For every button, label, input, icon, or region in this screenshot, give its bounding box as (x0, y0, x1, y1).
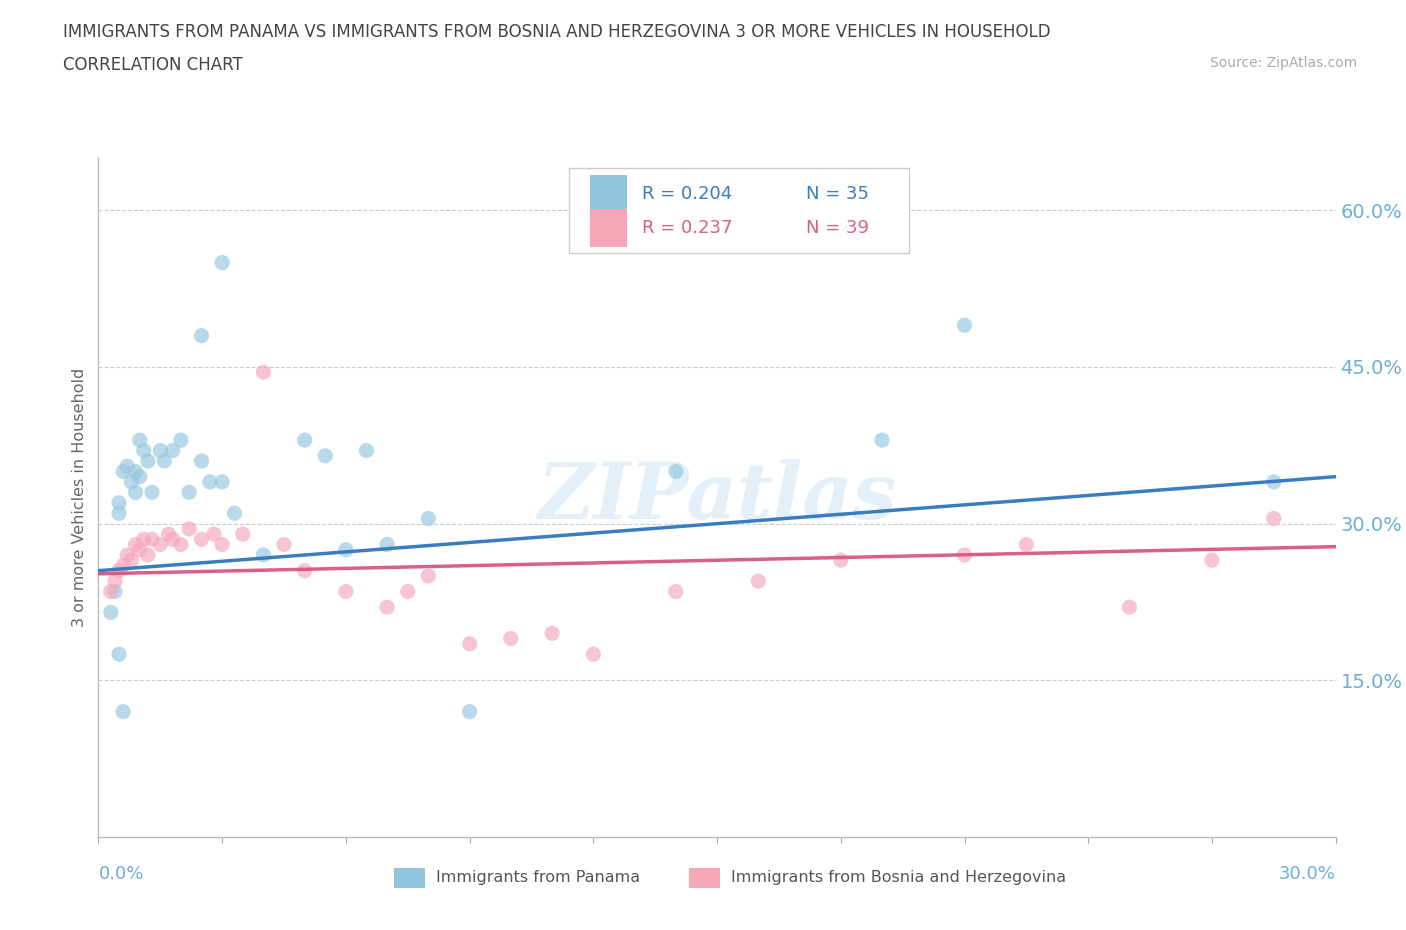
Point (149, 443, 172, 458)
Point (224, 506, 246, 521)
FancyBboxPatch shape (589, 209, 627, 246)
Point (418, 511, 440, 525)
Point (128, 542, 150, 557)
Point (252, 548, 274, 563)
Point (120, 552, 142, 567)
Point (356, 443, 378, 458)
Point (132, 532, 155, 547)
Point (211, 474, 233, 489)
Point (108, 646, 131, 661)
Y-axis label: 3 or more Vehicles in Household: 3 or more Vehicles in Household (72, 368, 87, 627)
Point (458, 636, 481, 651)
Text: ZIPatlas: ZIPatlas (537, 459, 897, 536)
Point (1263, 474, 1285, 489)
Point (1201, 552, 1223, 567)
Point (117, 458, 139, 473)
Text: IMMIGRANTS FROM PANAMA VS IMMIGRANTS FROM BOSNIA AND HERZEGOVINA 3 OR MORE VEHIC: IMMIGRANTS FROM PANAMA VS IMMIGRANTS FRO… (63, 23, 1050, 41)
Point (100, 605, 122, 620)
Point (128, 470, 150, 485)
Text: R = 0.204: R = 0.204 (641, 184, 733, 203)
Text: R = 0.237: R = 0.237 (641, 219, 733, 237)
Text: 0.0%: 0.0% (98, 865, 143, 883)
Text: N = 39: N = 39 (806, 219, 869, 237)
Point (273, 538, 295, 552)
Point (100, 584, 122, 599)
Point (232, 526, 254, 541)
Point (179, 485, 201, 499)
Text: Immigrants from Panama: Immigrants from Panama (436, 870, 640, 885)
Point (582, 646, 605, 661)
Point (252, 365, 274, 379)
Point (1263, 511, 1285, 525)
Point (294, 432, 316, 447)
Point (870, 432, 893, 447)
Point (162, 443, 184, 458)
Point (211, 538, 233, 552)
Point (124, 538, 146, 552)
FancyBboxPatch shape (589, 175, 627, 212)
Point (132, 443, 155, 458)
FancyBboxPatch shape (568, 168, 908, 253)
Point (953, 548, 976, 563)
Point (499, 631, 522, 646)
Point (136, 548, 159, 563)
Point (117, 548, 139, 563)
Point (190, 454, 212, 469)
Point (198, 474, 221, 489)
Point (141, 532, 163, 547)
Point (179, 522, 201, 537)
Point (202, 526, 225, 541)
Point (170, 538, 193, 552)
Point (335, 584, 357, 599)
Point (124, 464, 146, 479)
Point (149, 538, 172, 552)
Point (665, 584, 688, 599)
Point (104, 574, 127, 589)
Point (747, 574, 769, 589)
Point (157, 526, 180, 541)
Point (112, 704, 135, 719)
Point (1015, 538, 1038, 552)
Point (190, 532, 212, 547)
Point (541, 626, 564, 641)
Point (112, 558, 135, 573)
Point (124, 485, 146, 499)
Point (830, 552, 852, 567)
Point (153, 454, 176, 469)
Point (190, 328, 212, 343)
Text: Source: ZipAtlas.com: Source: ZipAtlas.com (1209, 56, 1357, 70)
Point (112, 464, 135, 479)
Point (108, 506, 131, 521)
Text: N = 35: N = 35 (806, 184, 869, 203)
Point (314, 448, 336, 463)
Point (418, 568, 440, 583)
Point (665, 464, 688, 479)
Point (294, 564, 316, 578)
Point (170, 432, 193, 447)
Point (136, 454, 159, 469)
Point (1118, 600, 1140, 615)
Text: CORRELATION CHART: CORRELATION CHART (63, 56, 243, 73)
Point (120, 474, 142, 489)
Point (375, 538, 398, 552)
Point (128, 432, 150, 447)
Point (141, 485, 163, 499)
Point (162, 532, 184, 547)
Point (108, 564, 131, 578)
Point (953, 318, 976, 333)
Point (458, 704, 481, 719)
Point (104, 584, 127, 599)
Text: Immigrants from Bosnia and Herzegovina: Immigrants from Bosnia and Herzegovina (731, 870, 1066, 885)
Text: 30.0%: 30.0% (1279, 865, 1336, 883)
Point (375, 600, 398, 615)
Point (335, 542, 357, 557)
Point (108, 496, 131, 511)
Point (211, 255, 233, 270)
Point (396, 584, 419, 599)
